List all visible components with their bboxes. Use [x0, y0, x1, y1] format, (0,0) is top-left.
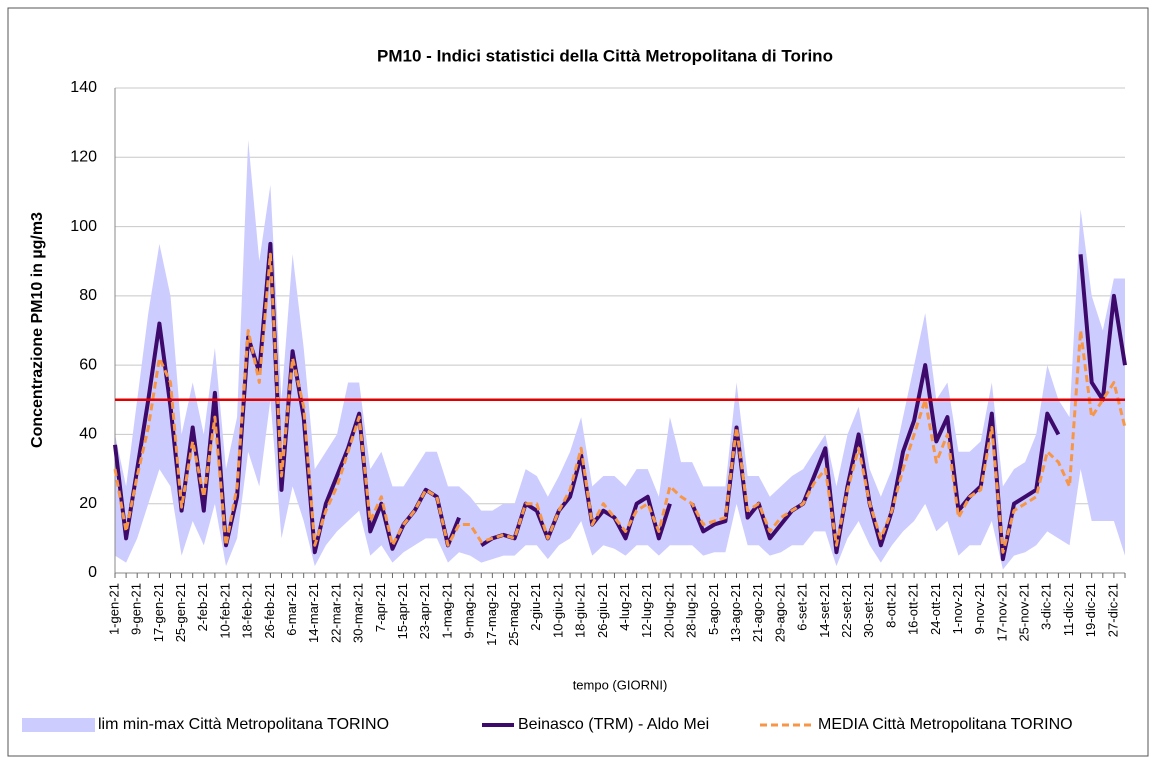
y-tick-label: 20	[79, 495, 97, 512]
x-tick-label: 17-gen-21	[151, 583, 166, 642]
x-tick-label: 13-ago-21	[728, 583, 743, 642]
x-tick-label: 29-ago-21	[772, 583, 787, 642]
y-tick-label: 0	[88, 564, 97, 581]
x-tick-label: 12-lug-21	[639, 583, 654, 638]
x-tick-label: 23-apr-21	[417, 583, 432, 639]
x-tick-label: 10-feb-21	[217, 583, 232, 639]
x-tick-label: 9-gen-21	[129, 583, 144, 635]
x-tick-label: 10-giu-21	[550, 583, 565, 638]
y-tick-label: 80	[79, 287, 97, 304]
x-tick-label: 18-feb-21	[240, 583, 255, 639]
x-tick-label: 28-lug-21	[684, 583, 699, 638]
legend-label: MEDIA Città Metropolitana TORINO	[818, 716, 1073, 733]
x-tick-label: 27-dic-21	[1105, 583, 1120, 637]
x-tick-label: 4-lug-21	[617, 583, 632, 631]
x-tick-label: 21-ago-21	[750, 583, 765, 642]
x-tick-label: 1-mag-21	[439, 583, 454, 639]
x-tick-label: 15-apr-21	[395, 583, 410, 639]
y-tick-label: 120	[70, 149, 97, 166]
y-axis-title: Concentrazione PM10 in µg/m3	[29, 212, 46, 448]
x-tick-label: 7-apr-21	[373, 583, 388, 632]
x-tick-label: 25-gen-21	[173, 583, 188, 642]
x-tick-label: 26-feb-21	[262, 583, 277, 639]
x-tick-label: 14-mar-21	[306, 583, 321, 643]
x-tick-label: 6-set-21	[795, 583, 810, 631]
min-max-band	[115, 139, 1125, 570]
y-tick-label: 60	[79, 356, 97, 373]
x-tick-label: 9-mag-21	[462, 583, 477, 639]
x-tick-label: 2-feb-21	[195, 583, 210, 631]
x-tick-label: 5-ago-21	[706, 583, 721, 635]
y-tick-label: 140	[70, 79, 97, 96]
x-tick-label: 18-giu-21	[573, 583, 588, 638]
x-tick-label: 6-mar-21	[284, 583, 299, 636]
x-tick-label: 17-nov-21	[994, 583, 1009, 642]
x-tick-label: 24-ott-21	[928, 583, 943, 635]
x-tick-label: 26-giu-21	[595, 583, 610, 638]
x-axis-title: tempo (GIORNI)	[573, 677, 668, 692]
x-tick-label: 22-set-21	[839, 583, 854, 638]
x-tick-label: 3-dic-21	[1039, 583, 1054, 630]
x-tick-label: 30-mar-21	[351, 583, 366, 643]
legend-swatch	[22, 718, 95, 732]
x-tick-label: 9-nov-21	[972, 583, 987, 634]
x-tick-label: 22-mar-21	[328, 583, 343, 643]
x-tick-label: 20-lug-21	[661, 583, 676, 638]
x-tick-label: 25-mag-21	[506, 583, 521, 646]
y-tick-label: 100	[70, 218, 97, 235]
x-tick-label: 1-nov-21	[950, 583, 965, 634]
x-tick-label: 2-giu-21	[528, 583, 543, 631]
y-tick-label: 40	[79, 426, 97, 443]
legend-label: lim min-max Città Metropolitana TORINO	[98, 716, 389, 733]
x-tick-label: 17-mag-21	[484, 583, 499, 646]
x-tick-label: 11-dic-21	[1061, 583, 1076, 636]
x-tick-label: 19-dic-21	[1083, 583, 1098, 637]
chart-frame	[7, 7, 1149, 757]
x-tick-label: 16-ott-21	[906, 583, 921, 635]
legend-label: Beinasco (TRM) - Aldo Mei	[518, 716, 709, 733]
x-tick-label: 25-nov-21	[1017, 583, 1032, 642]
x-tick-label: 30-set-21	[861, 583, 876, 638]
x-tick-label: 1-gen-21	[106, 583, 121, 635]
x-tick-label: 14-set-21	[817, 583, 832, 638]
x-tick-label: 8-ott-21	[883, 583, 898, 628]
chart-title: PM10 - Indici statistici della Città Met…	[377, 46, 833, 65]
